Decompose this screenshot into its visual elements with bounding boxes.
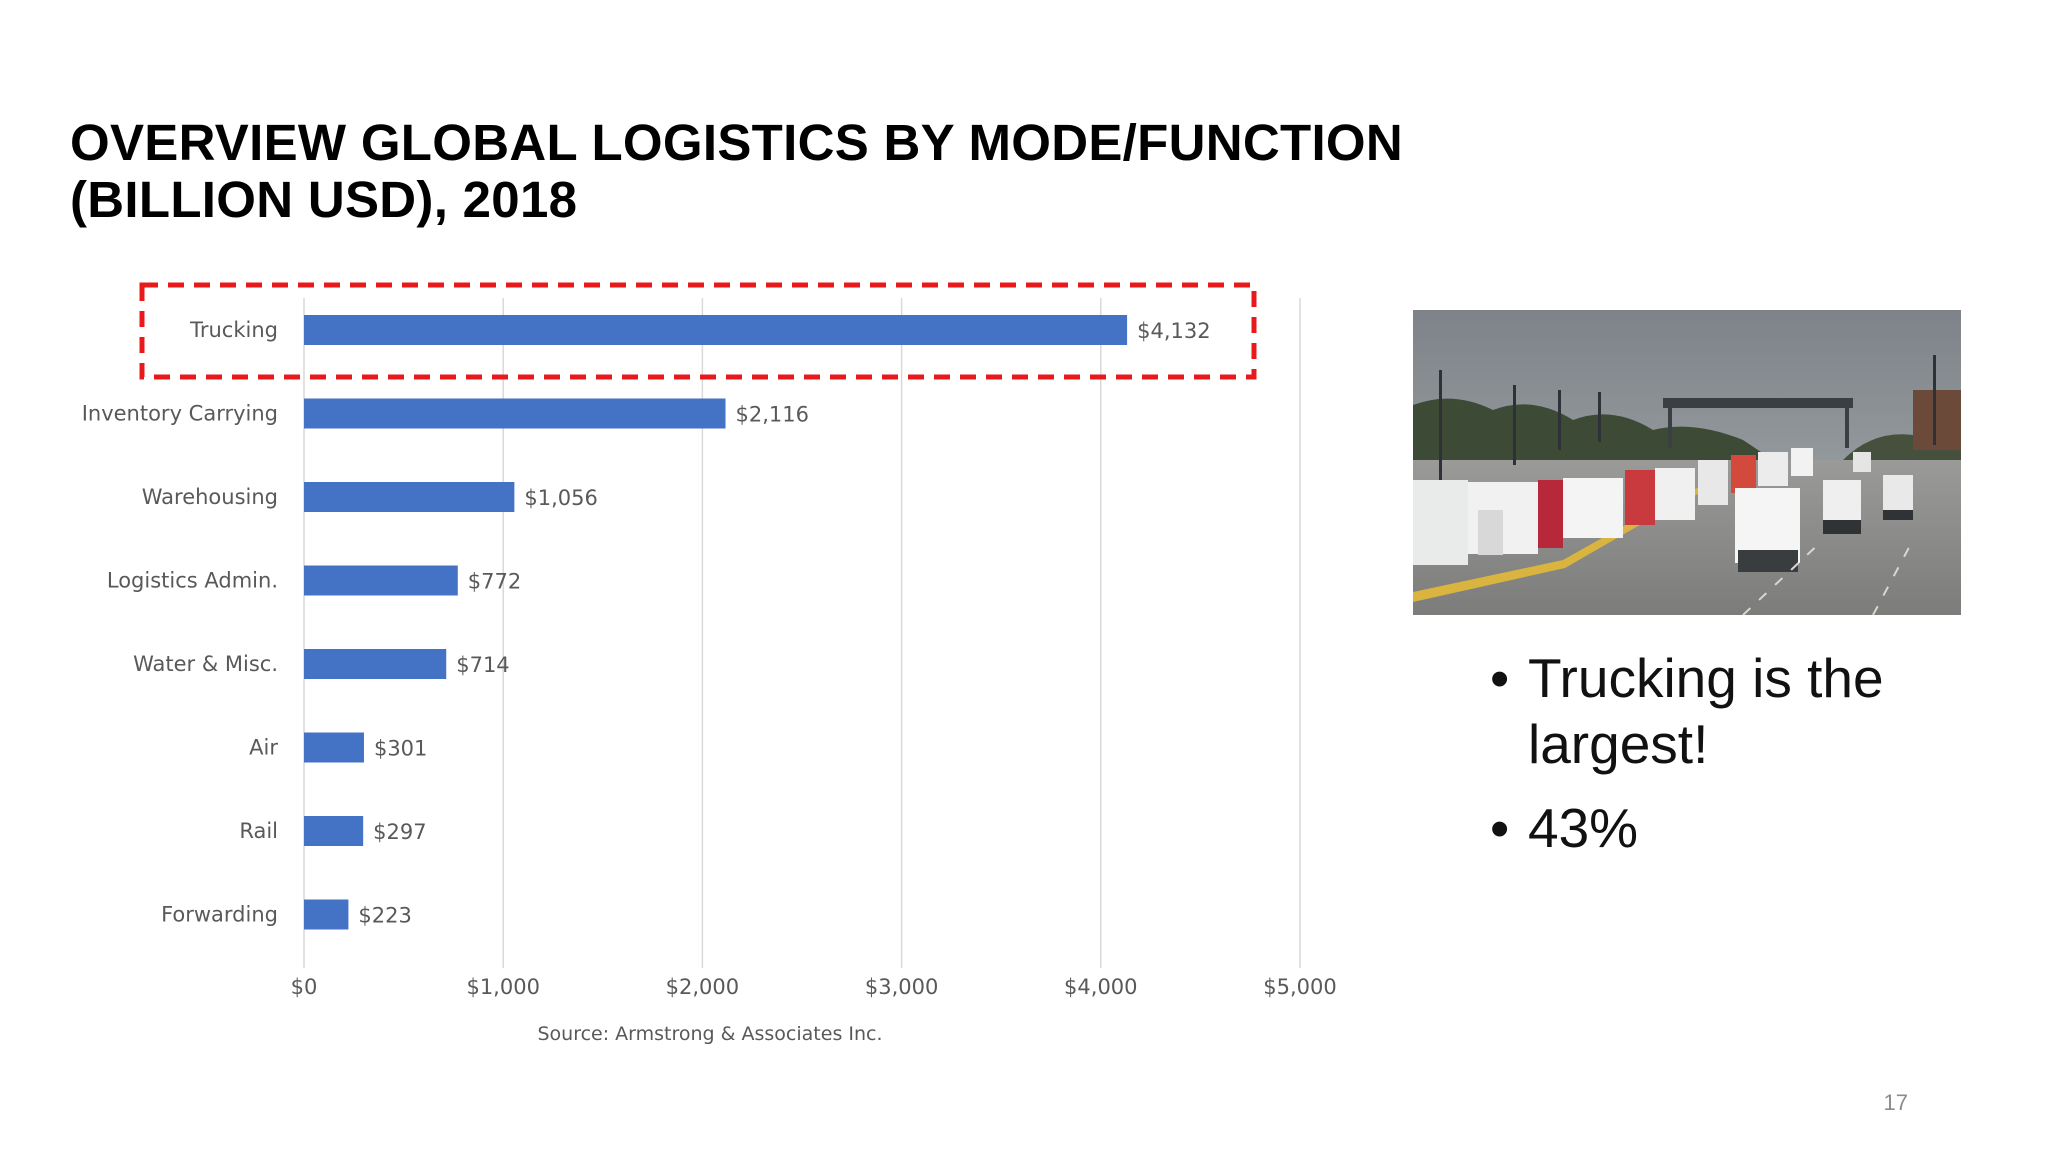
- highlight-box: [139, 282, 1257, 380]
- data-label: $772: [468, 570, 521, 594]
- x-tick-label: $1,000: [466, 975, 539, 999]
- bar-warehousing: [304, 482, 515, 512]
- bullet-item-trucking: • Trucking is the largest!: [1490, 645, 2010, 777]
- bar-forwarding: [304, 899, 349, 930]
- page-number: 17: [1883, 1090, 1908, 1115]
- title-line-2: (BILLION USD), 2018: [70, 171, 578, 228]
- category-label: Trucking: [189, 318, 278, 342]
- data-label: $301: [374, 737, 427, 761]
- bullet-item-share: • 43%: [1490, 795, 2010, 861]
- bar-logistics-admin-: [304, 565, 458, 596]
- data-label: $297: [373, 820, 426, 844]
- category-label: Logistics Admin.: [107, 569, 278, 593]
- data-label: $2,116: [736, 403, 809, 427]
- data-label: $714: [456, 653, 509, 677]
- bullet-text-share: 43%: [1528, 797, 1639, 859]
- data-label: $1,056: [524, 486, 597, 510]
- trucks-at-border-crossing-photo: [1413, 310, 1961, 615]
- data-label: $223: [358, 904, 411, 928]
- bar-chart: $0 $1,000 $2,000 $3,000 $4,000 $5,000 Trucking…: [82, 282, 1337, 1045]
- bullet-dot: •: [1490, 797, 1510, 859]
- x-tick-label: $0: [291, 975, 318, 999]
- bar-trucking: [304, 315, 1128, 345]
- bullet-dot: •: [1490, 647, 1510, 709]
- trucks-photo: [1413, 310, 1961, 615]
- chart-source: Source: Armstrong & Associates Inc.: [537, 1023, 882, 1045]
- slide-title: OVERVIEW GLOBAL LOGISTICS BY MODE/FUNCTI…: [70, 114, 1470, 228]
- category-label: Air: [249, 736, 278, 760]
- x-tick-label: $2,000: [666, 975, 739, 999]
- title-line-1: OVERVIEW GLOBAL LOGISTICS BY MODE/FUNCTI…: [70, 114, 1404, 171]
- bullet-text-trucking: Trucking is the largest!: [1528, 647, 1884, 775]
- category-label: Rail: [239, 819, 278, 843]
- x-tick-label: $3,000: [865, 975, 938, 999]
- category-label: Warehousing: [142, 485, 278, 509]
- bar-rail: [304, 816, 364, 846]
- category-label: Water & Misc.: [133, 652, 278, 676]
- bullet-list: • Trucking is the largest! • 43%: [1490, 645, 2010, 879]
- bar-water-misc-: [304, 649, 447, 679]
- category-label: Forwarding: [161, 903, 278, 927]
- category-label: Inventory Carrying: [82, 402, 278, 426]
- bar-air: [304, 732, 364, 763]
- x-tick-label: $5,000: [1263, 975, 1336, 999]
- data-label: $4,132: [1137, 319, 1210, 343]
- x-tick-label: $4,000: [1064, 975, 1137, 999]
- bar-inventory-carrying: [304, 398, 726, 429]
